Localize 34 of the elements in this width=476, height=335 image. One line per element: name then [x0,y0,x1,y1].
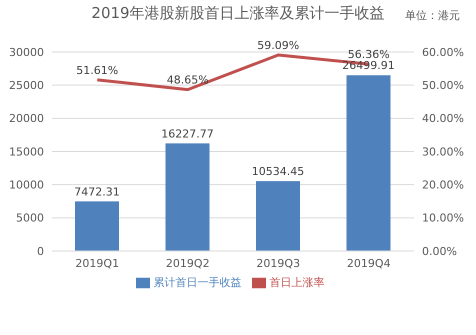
y2-tick-label: 60.00% [422,46,464,59]
text: 单位：港元 [405,8,460,23]
data-label: 51.61% [76,64,118,77]
bar [166,143,210,251]
x-tick-label: 2019Q4 [346,256,391,270]
data-label: 48.65% [166,74,209,87]
x-tick-label: 2019Q1 [75,256,120,270]
data-label: 59.09% [257,39,300,52]
y2-tick-label: 20.00% [422,178,464,192]
y2-tick-label: 50.00% [422,79,464,92]
y-tick-label: 0 [37,244,44,258]
chart-title: 2019年港股新股首日上涨率及累计一手收益 [91,4,385,22]
legend-label: 首日上涨率 [270,276,324,289]
legend-label: 累计首日一手收益 [154,276,242,289]
data-label: 26499.91 [342,59,395,72]
data-label: 56.36% [348,48,390,62]
y2-tick-label: 0.00% [422,244,457,258]
y2-tick-label: 10.00% [422,212,464,225]
bar [75,201,119,251]
data-label: 7472.31 [74,185,120,198]
y-tick-label: 15000 [9,145,44,158]
x-tick-label: 2019Q2 [166,256,210,270]
bar [256,181,300,251]
y-tick-label: 20000 [9,112,44,126]
y2-tick-label: 30.00% [422,145,464,158]
x-tick-label: 2019Q3 [256,256,300,270]
data-label: 16227.77 [161,127,214,140]
y-tick-label: 30000 [9,46,44,59]
bar [346,75,390,251]
y-tick-label: 10000 [9,178,44,192]
data-label: 10534.45 [252,165,304,178]
y-tick-label: 25000 [9,79,44,92]
y-tick-label: 5000 [16,212,44,225]
y2-tick-label: 40.00% [422,112,464,126]
